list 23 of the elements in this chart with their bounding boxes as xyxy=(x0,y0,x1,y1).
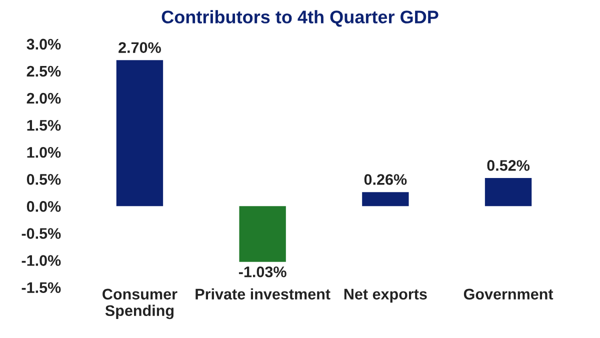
x-tick-label: Net exports xyxy=(344,288,427,303)
data-label: -1.03% xyxy=(238,266,286,278)
bar xyxy=(239,206,286,262)
y-tick-label: 2.5% xyxy=(26,66,61,77)
x-tick-label: Private investment xyxy=(196,288,330,300)
bar xyxy=(116,60,164,206)
data-label: 0.26% xyxy=(364,174,407,185)
x-tick-label: Consumer Spending xyxy=(102,288,178,320)
data-label: 0.52% xyxy=(487,160,530,171)
y-tick-label: -1.0% xyxy=(22,255,61,266)
y-tick-label: 3.0% xyxy=(26,38,61,50)
y-tick-label: 1.5% xyxy=(27,120,61,131)
y-tick-label: 0.5% xyxy=(26,174,61,185)
chart-title: Contributors to 4th Quarter GDP xyxy=(162,10,438,27)
y-tick-label: -1.5% xyxy=(22,282,61,293)
y-tick-label: -0.5% xyxy=(22,228,61,239)
bar xyxy=(362,192,409,206)
x-tick-label: Government xyxy=(464,288,554,300)
data-label: 2.70% xyxy=(118,42,161,53)
y-tick-label: 1.0% xyxy=(27,146,61,158)
y-tick-label: 2.0% xyxy=(26,92,61,104)
bar xyxy=(484,178,532,206)
y-tick-label: 0.0% xyxy=(26,201,61,212)
